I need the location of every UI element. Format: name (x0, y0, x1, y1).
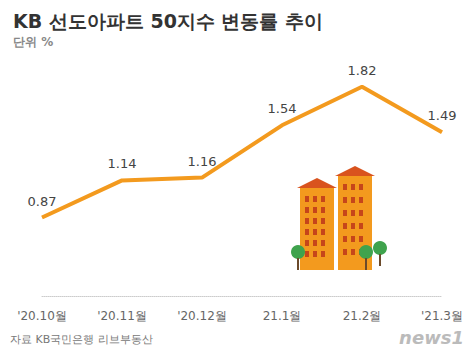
svg-text:'20.10월: '20.10월 (17, 309, 67, 323)
svg-text:'20.12월: '20.12월 (177, 309, 227, 323)
svg-text:0.87: 0.87 (28, 194, 57, 209)
svg-text:21.2월: 21.2월 (343, 309, 382, 323)
svg-text:1.82: 1.82 (348, 63, 377, 78)
svg-text:자료 KB국민은행 리브부동산: 자료 KB국민은행 리브부동산 (10, 333, 153, 346)
svg-text:'21.3월: '21.3월 (421, 309, 463, 323)
svg-text:1.54: 1.54 (268, 101, 297, 116)
svg-text:1.49: 1.49 (428, 108, 457, 123)
svg-text:1.14: 1.14 (108, 156, 137, 171)
svg-text:KB 선도아파트 50지수 변동률 추이: KB 선도아파트 50지수 변동률 추이 (13, 10, 323, 32)
svg-text:단위 %: 단위 % (13, 35, 53, 49)
svg-text:'20.11월: '20.11월 (97, 309, 147, 323)
svg-text:news1: news1 (399, 327, 464, 348)
svg-text:1.16: 1.16 (188, 154, 217, 169)
svg-text:21.1월: 21.1월 (263, 309, 302, 323)
